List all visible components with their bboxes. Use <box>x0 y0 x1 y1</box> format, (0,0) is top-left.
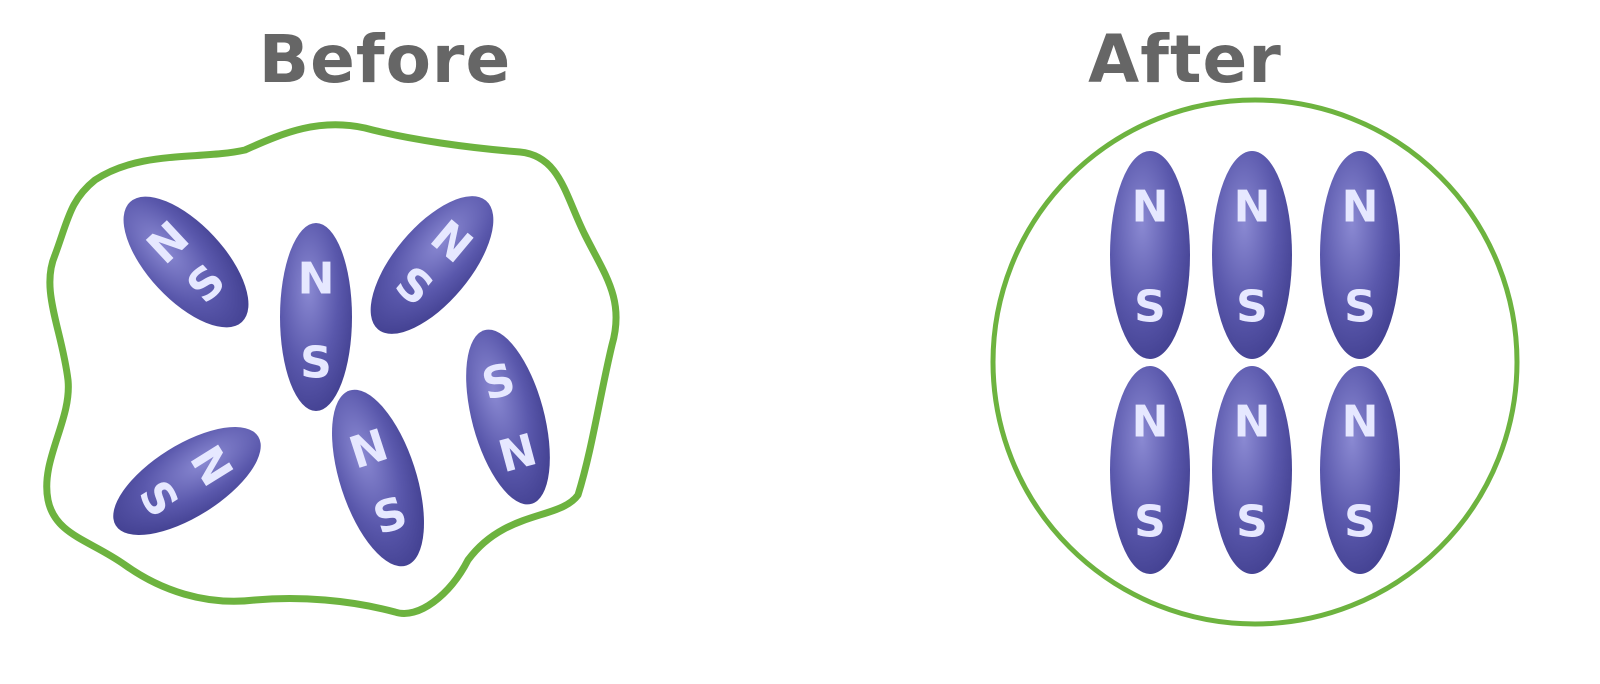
domain-after-3: N S <box>1320 151 1400 359</box>
after-title: After <box>1088 21 1282 98</box>
before-irregular-boundary <box>43 121 620 617</box>
before-domains: N S N S N S S N N S N S <box>113 196 550 567</box>
south-pole-label: S <box>1344 282 1376 333</box>
domain-before-5: N S <box>332 389 424 567</box>
north-pole-label: N <box>1132 182 1169 233</box>
north-pole-label: N <box>1132 397 1169 448</box>
north-pole-label: N <box>1234 397 1271 448</box>
domain-before-3: N S <box>370 196 494 334</box>
domain-after-2: N S <box>1212 151 1292 359</box>
south-pole-label: S <box>1236 282 1268 333</box>
domain-before-4: S N <box>466 329 550 505</box>
south-pole-label: S <box>1344 497 1376 548</box>
south-pole-label: S <box>1134 282 1166 333</box>
after-circle-boundary <box>990 97 1520 627</box>
before-title: Before <box>259 21 511 98</box>
north-pole-label: N <box>298 254 335 305</box>
domain-after-6: N S <box>1320 366 1400 574</box>
domain-before-2: N S <box>280 223 352 411</box>
after-domains: N S N S N S N S N S N S <box>1110 151 1400 574</box>
domain-after-1: N S <box>1110 151 1190 359</box>
north-pole-label: N <box>1342 182 1379 233</box>
domain-after-4: N S <box>1110 366 1190 574</box>
domain-before-1: N S <box>123 196 249 328</box>
north-pole-label: N <box>1342 397 1379 448</box>
domain-before-6: N S <box>113 427 261 535</box>
domain-after-5: N S <box>1212 366 1292 574</box>
south-pole-label: S <box>1236 497 1268 548</box>
north-pole-label: N <box>1234 182 1271 233</box>
south-pole-label: S <box>1134 497 1166 548</box>
south-pole-label: S <box>300 338 332 389</box>
